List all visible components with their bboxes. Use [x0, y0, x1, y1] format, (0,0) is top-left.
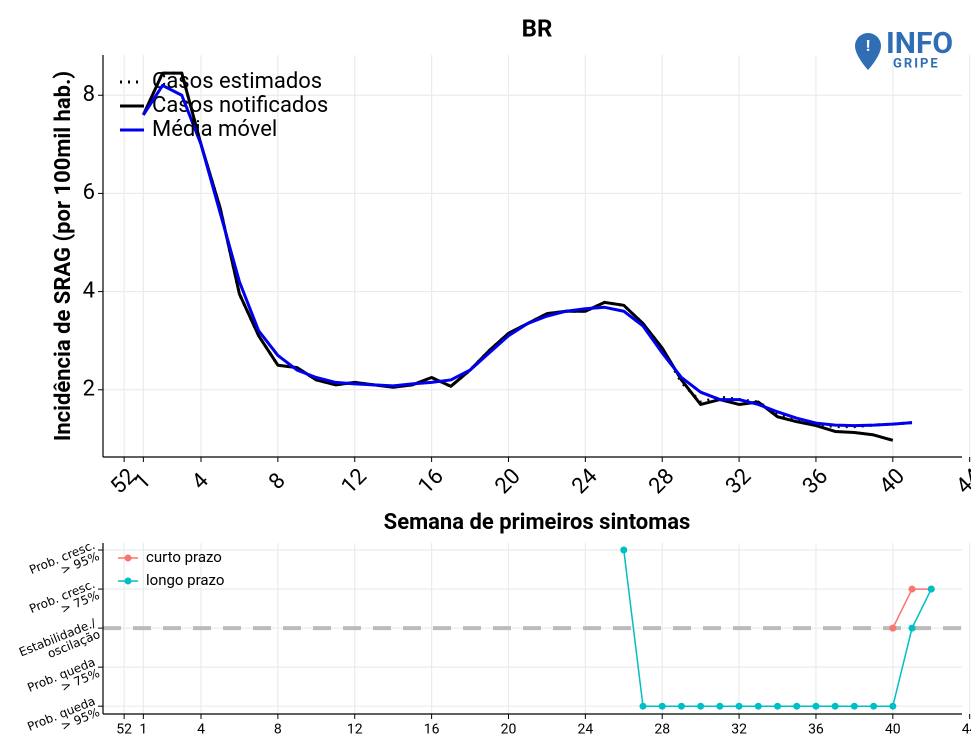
data-point	[620, 546, 628, 554]
legend-label: Média móvel	[152, 117, 277, 142]
x-tick-label: 36	[798, 464, 833, 499]
x-tick-label: 32	[731, 722, 747, 738]
legend-label: curto prazo	[146, 548, 222, 566]
x-tick-label: 12	[347, 722, 363, 738]
legend-label: longo prazo	[146, 571, 224, 589]
x-tick-label: 1	[130, 468, 156, 494]
y-tick-label: 6	[83, 180, 95, 205]
x-tick-label: 1	[139, 722, 147, 738]
x-tick-label: 32	[721, 464, 756, 499]
data-point	[831, 702, 839, 710]
logo-pin-mark: !	[866, 36, 870, 55]
x-tick-label: 16	[414, 464, 449, 499]
x-tick-label: 24	[567, 464, 602, 499]
data-point	[927, 585, 935, 593]
x-tick-label: 4	[187, 468, 213, 494]
y-axis-label: Incidência de SRAG (por 100mil hab.)	[51, 71, 76, 441]
x-axis-label: Semana de primeiros sintomas	[384, 510, 691, 535]
x-tick-label: 4	[197, 722, 205, 738]
data-point	[889, 624, 897, 632]
logo-text: INFO	[886, 26, 953, 61]
logo-subtext: GRIPE	[893, 56, 940, 71]
y-tick-label: 4	[83, 278, 95, 303]
data-point	[716, 702, 724, 710]
x-tick-label: 40	[875, 464, 910, 499]
data-point	[735, 702, 743, 710]
data-point	[850, 702, 858, 710]
data-point	[774, 702, 782, 710]
x-tick-label: 36	[808, 722, 824, 738]
data-point	[677, 702, 685, 710]
data-point	[908, 624, 916, 632]
series-line	[141, 71, 913, 429]
data-point	[754, 702, 762, 710]
data-point	[793, 702, 801, 710]
logo: ! INFO GRIPE	[855, 26, 953, 71]
series-line	[142, 83, 913, 428]
x-tick-label: 40	[885, 722, 901, 738]
data-point	[639, 702, 647, 710]
x-tick-label: 20	[490, 464, 525, 499]
chart-title: BR	[522, 14, 553, 42]
legend-swatch-point	[124, 577, 132, 585]
data-point	[658, 702, 666, 710]
y-tick-label: 2	[83, 377, 95, 402]
data-point	[889, 702, 897, 710]
data-point	[870, 702, 878, 710]
data-point	[697, 702, 705, 710]
data-point	[908, 585, 916, 593]
y-tick-label: 8	[83, 82, 95, 107]
data-point	[812, 702, 820, 710]
x-tick-label: 24	[577, 722, 593, 738]
x-tick-label: 8	[274, 722, 282, 738]
x-tick-label: 28	[654, 722, 670, 738]
x-tick-label: 12	[337, 464, 372, 499]
x-tick-label: 44	[952, 464, 971, 499]
logo-pin	[855, 33, 881, 70]
x-tick-label: 20	[501, 722, 517, 738]
legend-swatch-point	[124, 554, 132, 562]
x-tick-label: 16	[424, 722, 440, 738]
x-tick-label: 28	[644, 464, 679, 499]
x-tick-label: 8	[264, 468, 290, 494]
x-tick-label: 44	[962, 722, 971, 738]
x-tick-label: 52	[116, 722, 132, 738]
legend-label: Casos notificados	[152, 93, 328, 118]
